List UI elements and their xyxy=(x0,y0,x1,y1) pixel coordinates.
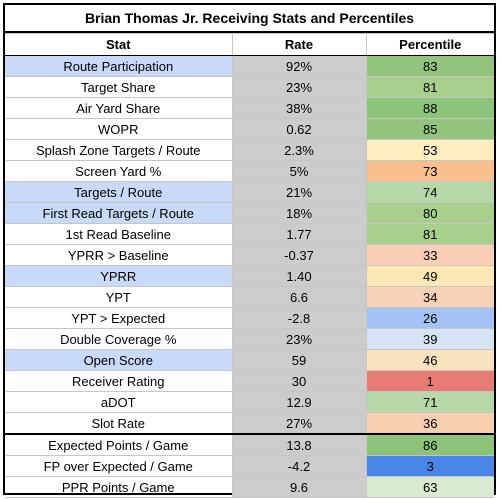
table-row: Route Participation 92% 83 xyxy=(5,55,494,77)
rate-cell[interactable]: 6.6 xyxy=(231,286,367,308)
rate-cell[interactable]: -2.8 xyxy=(231,307,367,329)
stat-cell[interactable]: First Read Targets / Route xyxy=(5,202,233,224)
header-rate: Rate xyxy=(231,33,367,56)
header-row: Stat Rate Percentile xyxy=(5,33,494,56)
percentile-cell[interactable]: 85 xyxy=(365,118,494,140)
header-stat: Stat xyxy=(5,33,233,56)
table-row: YPRR 1.40 49 xyxy=(5,265,494,287)
stat-cell[interactable]: YPT > Expected xyxy=(5,307,233,329)
rate-cell[interactable]: -4.2 xyxy=(231,455,367,477)
table-row: Slot Rate 27% 36 xyxy=(5,412,494,435)
percentile-cell[interactable]: 26 xyxy=(365,307,494,329)
table-row: YPRR > Baseline -0.37 33 xyxy=(5,244,494,266)
table-row: Double Coverage % 23% 39 xyxy=(5,328,494,350)
percentile-cell[interactable]: 49 xyxy=(365,265,494,287)
rate-cell[interactable]: 2.3% xyxy=(231,139,367,161)
stat-cell[interactable]: Double Coverage % xyxy=(5,328,233,350)
rate-cell[interactable]: 13.8 xyxy=(231,433,367,456)
rate-cell[interactable]: 21% xyxy=(231,181,367,203)
percentile-cell[interactable]: 3 xyxy=(365,455,494,477)
table-row: aDOT 12.9 71 xyxy=(5,391,494,413)
rate-cell[interactable]: 38% xyxy=(231,97,367,119)
stat-cell[interactable]: Route Participation xyxy=(5,55,233,77)
percentile-cell[interactable]: 73 xyxy=(365,160,494,182)
stat-cell[interactable]: aDOT xyxy=(5,391,233,413)
table-row: Expected Points / Game 13.8 86 xyxy=(5,433,494,456)
stat-cell[interactable]: YPT xyxy=(5,286,233,308)
table-row: 1st Read Baseline 1.77 81 xyxy=(5,223,494,245)
table-row: Air Yard Share 38% 88 xyxy=(5,97,494,119)
table-row: YPT 6.6 34 xyxy=(5,286,494,308)
percentile-cell[interactable]: 1 xyxy=(365,370,494,392)
stat-cell[interactable]: Targets / Route xyxy=(5,181,233,203)
table-row: Splash Zone Targets / Route 2.3% 53 xyxy=(5,139,494,161)
table-row: WOPR 0.62 85 xyxy=(5,118,494,140)
rate-cell[interactable]: 92% xyxy=(231,55,367,77)
rate-cell[interactable]: 23% xyxy=(231,328,367,350)
rate-cell[interactable]: 30 xyxy=(231,370,367,392)
rate-cell[interactable]: 9.6 xyxy=(231,476,367,498)
rate-cell[interactable]: 1.77 xyxy=(231,223,367,245)
stat-cell[interactable]: Open Score xyxy=(5,349,233,371)
table-row: Targets / Route 21% 74 xyxy=(5,181,494,203)
rate-cell[interactable]: 12.9 xyxy=(231,391,367,413)
stat-cell[interactable]: PPR Points / Game xyxy=(5,476,233,498)
stat-cell[interactable]: YPRR > Baseline xyxy=(5,244,233,266)
stat-cell[interactable]: YPRR xyxy=(5,265,233,287)
stat-cell[interactable]: WOPR xyxy=(5,118,233,140)
rate-cell[interactable]: 5% xyxy=(231,160,367,182)
percentile-cell[interactable]: 53 xyxy=(365,139,494,161)
percentile-cell[interactable]: 80 xyxy=(365,202,494,224)
percentile-cell[interactable]: 74 xyxy=(365,181,494,203)
rate-cell[interactable]: -0.37 xyxy=(231,244,367,266)
table-row: Open Score 59 46 xyxy=(5,349,494,371)
percentile-cell[interactable]: 88 xyxy=(365,97,494,119)
table-row: First Read Targets / Route 18% 80 xyxy=(5,202,494,224)
stat-cell[interactable]: Receiver Rating xyxy=(5,370,233,392)
percentile-cell[interactable]: 81 xyxy=(365,223,494,245)
percentile-cell[interactable]: 39 xyxy=(365,328,494,350)
stat-cell[interactable]: Expected Points / Game xyxy=(5,433,233,456)
stat-cell[interactable]: Air Yard Share xyxy=(5,97,233,119)
table-row: Target Share 23% 81 xyxy=(5,76,494,98)
stat-cell[interactable]: Target Share xyxy=(5,76,233,98)
table-row: FP over Expected / Game -4.2 3 xyxy=(5,455,494,477)
rate-cell[interactable]: 0.62 xyxy=(231,118,367,140)
stat-cell[interactable]: Screen Yard % xyxy=(5,160,233,182)
percentile-cell[interactable]: 33 xyxy=(365,244,494,266)
rate-cell[interactable]: 59 xyxy=(231,349,367,371)
percentile-cell[interactable]: 34 xyxy=(365,286,494,308)
percentile-cell[interactable]: 83 xyxy=(365,55,494,77)
stat-cell[interactable]: Splash Zone Targets / Route xyxy=(5,139,233,161)
percentile-cell[interactable]: 63 xyxy=(365,476,494,498)
rate-cell[interactable]: 23% xyxy=(231,76,367,98)
percentile-cell[interactable]: 46 xyxy=(365,349,494,371)
stat-cell[interactable]: Slot Rate xyxy=(5,412,233,435)
rate-cell[interactable]: 18% xyxy=(231,202,367,224)
stat-cell[interactable]: FP over Expected / Game xyxy=(5,455,233,477)
stat-cell[interactable]: 1st Read Baseline xyxy=(5,223,233,245)
sheet-title: Brian Thomas Jr. Receiving Stats and Per… xyxy=(5,5,494,33)
rate-cell[interactable]: 27% xyxy=(231,412,367,435)
percentile-cell[interactable]: 71 xyxy=(365,391,494,413)
stats-table: Stat Rate Percentile Route Participation… xyxy=(5,33,494,498)
table-row: YPT > Expected -2.8 26 xyxy=(5,307,494,329)
percentile-cell[interactable]: 86 xyxy=(365,433,494,456)
table-row: Screen Yard % 5% 73 xyxy=(5,160,494,182)
header-percentile: Percentile xyxy=(365,33,494,56)
rate-cell[interactable]: 1.40 xyxy=(231,265,367,287)
percentile-cell[interactable]: 81 xyxy=(365,76,494,98)
percentile-cell[interactable]: 36 xyxy=(365,412,494,435)
stats-sheet: Brian Thomas Jr. Receiving Stats and Per… xyxy=(3,3,496,498)
table-row: PPR Points / Game 9.6 63 xyxy=(5,476,494,498)
table-row: Receiver Rating 30 1 xyxy=(5,370,494,392)
